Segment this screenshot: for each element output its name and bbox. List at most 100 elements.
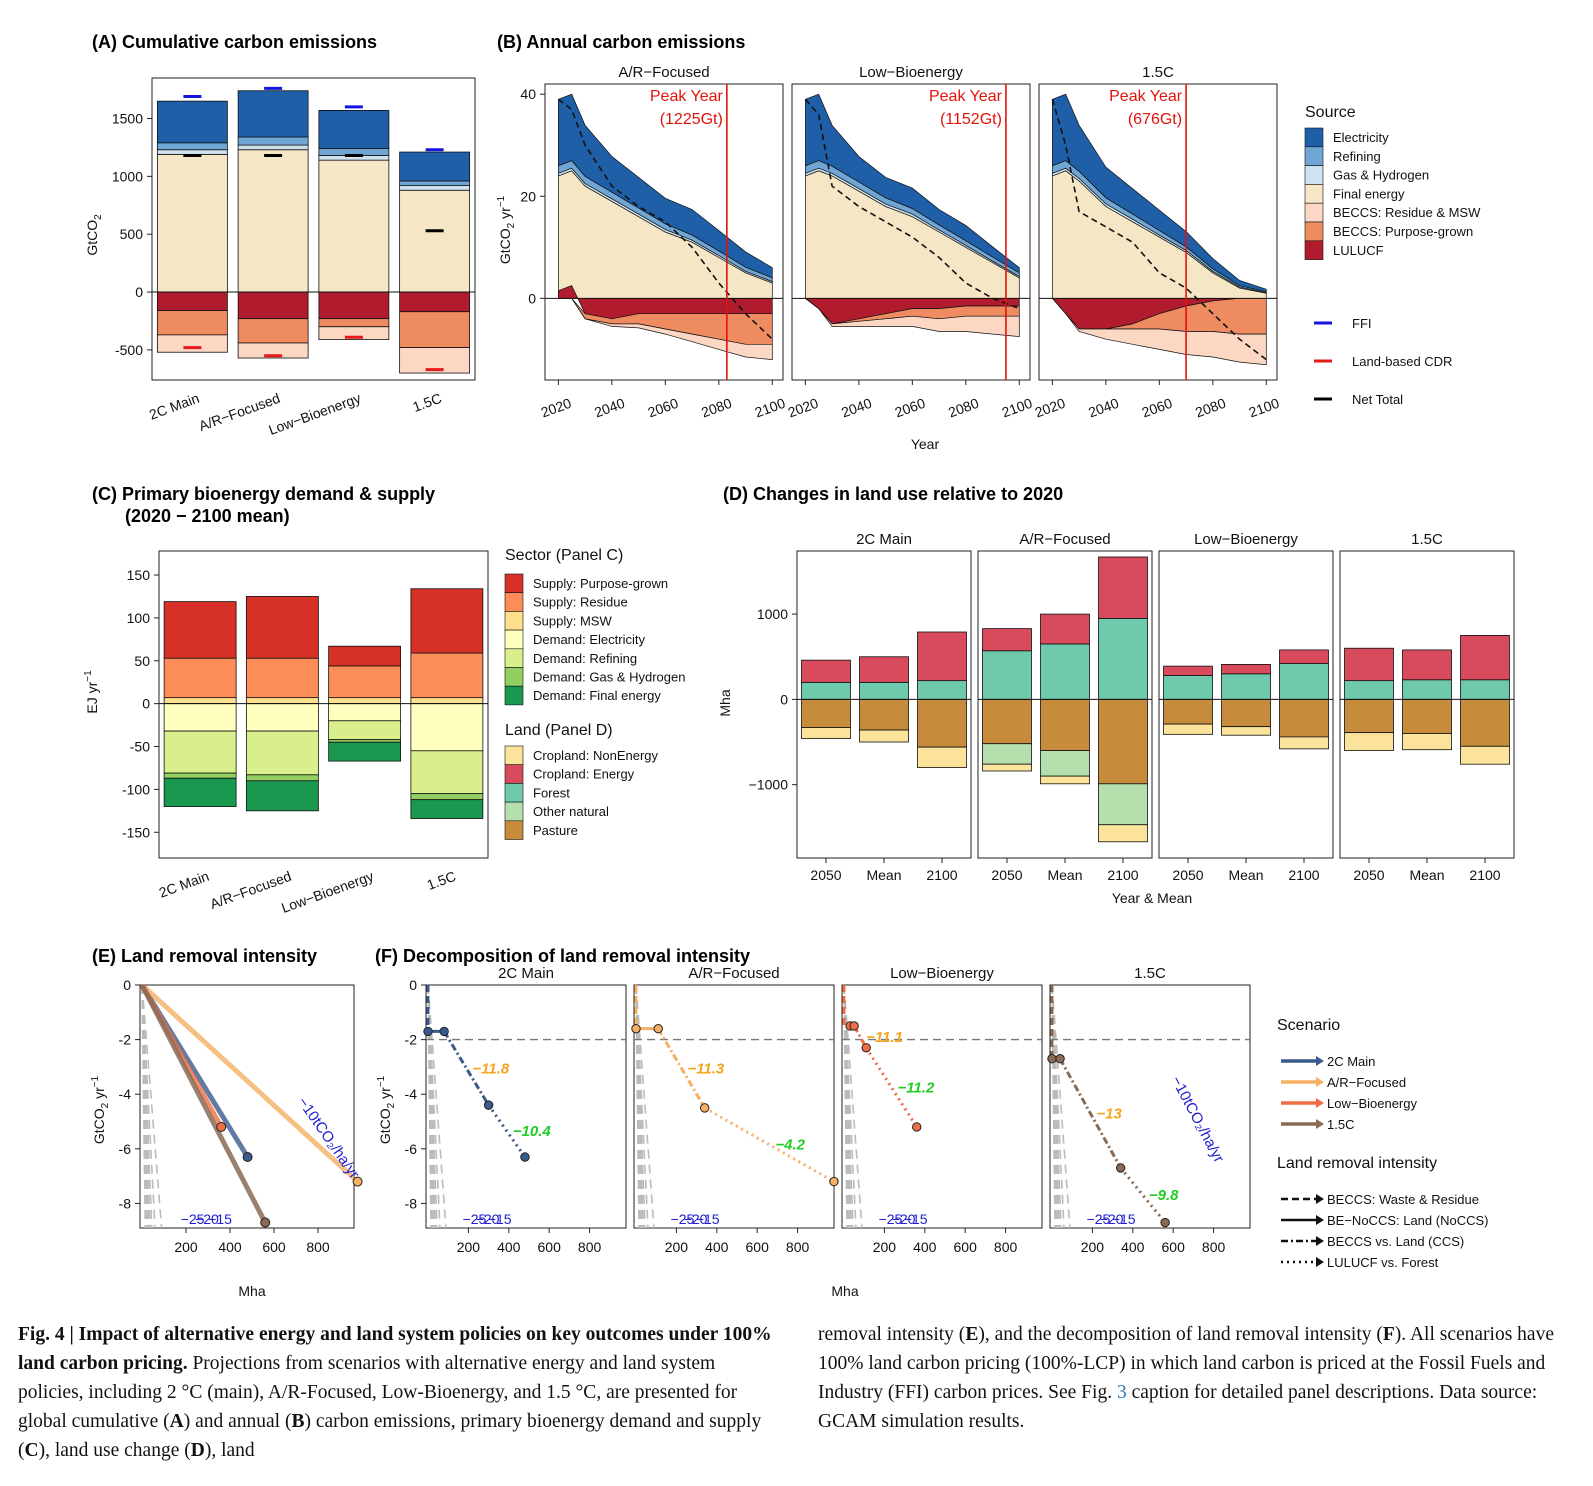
panel-b-xtick-label: 2040 [839, 395, 874, 421]
panel-a-bar-segment [399, 189, 471, 293]
legend-source-label: Electricity [1333, 130, 1389, 145]
panel-d-bar-segment [982, 698, 1032, 745]
panel-b-net-line [804, 98, 1020, 310]
panel-c-ytick-label: 150 [127, 567, 151, 583]
panel-d-xtick-label: 2050 [1353, 867, 1384, 883]
legend-source-label: Gas & Hydrogen [1333, 168, 1429, 183]
panel-d-bar-segment [1163, 665, 1213, 676]
panel-b-xtick-label: 2080 [946, 395, 981, 421]
panel-a-bar-segment [156, 149, 228, 155]
legend-intensity-label: BECCS: Waste & Residue [1327, 1192, 1479, 1207]
panel-f-label-a: −11.3 [687, 1060, 724, 1077]
legend-marker-label: Net Total [1352, 392, 1403, 407]
panel-c-bar-segment [163, 657, 237, 699]
panel-a-bar-segment [156, 334, 228, 353]
panel-f-slope-tag: −15 [904, 1211, 928, 1227]
panel-b-xtick-label: 2100 [1000, 395, 1035, 421]
panel-f-xtick-label: 400 [497, 1239, 521, 1255]
legend-sector-swatch [504, 685, 524, 706]
panel-f-reference-line [427, 985, 441, 1228]
panel-c-bar-segment [410, 588, 484, 654]
panel-f-reference-line [635, 985, 649, 1228]
legend-land-swatch [504, 764, 524, 784]
panel-d-bar-segment [1344, 680, 1394, 700]
panel-f-xlabel: Mha [831, 1283, 858, 1299]
panel-f-reference-line [843, 985, 848, 1228]
legend-sector-swatch [504, 573, 524, 594]
panel-d-xtick-label: 2100 [1107, 867, 1138, 883]
caption-figure-link[interactable]: 3 [1116, 1382, 1127, 1403]
panel-f-reference-line [635, 985, 640, 1228]
panel-e-xtick-label: 800 [306, 1239, 330, 1255]
panel-e-reference-line [141, 985, 153, 1228]
caption-ref-d: D [190, 1440, 205, 1461]
panel-b-xtick-label: 2080 [699, 395, 734, 421]
panel-f-point [439, 1026, 449, 1037]
panel-f-xtick-label: 600 [746, 1239, 770, 1255]
panel-b-xtick-label: 2060 [893, 395, 928, 421]
caption-column-1: Fig. 4 | Impact of alternative energy an… [18, 1320, 783, 1465]
panel-b-peak-value: (676Gt) [1128, 111, 1182, 128]
panel-d-bar-segment [1040, 613, 1090, 645]
panel-f-point [1115, 1163, 1126, 1173]
panel-d-xtick-label: 2050 [810, 867, 841, 883]
panel-e-ytick-label: -6 [119, 1141, 132, 1157]
panel-b-peak-value: (1225Gt) [660, 111, 723, 128]
panel-d-bar-segment [1460, 698, 1510, 747]
panel-e-xtick-label: 200 [174, 1239, 198, 1255]
panel-f-ytick-label: -4 [405, 1086, 418, 1102]
legend-sector-swatch [504, 648, 524, 668]
panel-a-ytick-label: 500 [120, 226, 144, 242]
caption-ref-f: F [1382, 1324, 1395, 1345]
panel-c-ytick-label: -150 [122, 824, 150, 840]
panel-d-bar-segment [859, 698, 909, 731]
legend-source-swatch [1304, 184, 1324, 204]
panel-c-bar-segment [328, 665, 402, 699]
panel-e-slope-tag: −15 [208, 1211, 232, 1227]
panel-f-xtick-label: 400 [705, 1239, 729, 1255]
panel-f-xtick-label: 600 [1162, 1239, 1186, 1255]
panel-b-ylabel: GtCO2 yr−1 [496, 195, 517, 264]
panel-f-xtick-label: 800 [578, 1239, 602, 1255]
panel-c-bar-segment [163, 697, 237, 705]
panel-c-bar-segment [410, 652, 484, 699]
legend-source-label: Refining [1333, 149, 1381, 164]
panel-f-reference-line [843, 985, 854, 1228]
panel-f-slope-tag: −25 [879, 1211, 903, 1227]
panel-b-xtick-label: 2020 [1033, 395, 1068, 421]
panel-c-bar-segment [328, 741, 402, 762]
caption-text: ), land use change ( [38, 1440, 191, 1461]
panel-f-reference-line [1051, 985, 1062, 1228]
panel-d-bar-segment [917, 746, 967, 769]
caption-fig-title: Fig. 4 | Impact of alternative energy an… [18, 1324, 772, 1374]
panel-c-subtitle: (2020 − 2100 mean) [125, 506, 290, 526]
panel-f-slope-tag: −15 [696, 1211, 720, 1227]
panel-f-ccs-segment [442, 1030, 490, 1106]
panel-b-facet-title: A/R−Focused [618, 64, 709, 81]
panel-b-ytick-label: 40 [520, 86, 536, 102]
panel-c-bar-segment [245, 703, 319, 732]
legend-scenario-arrow [1316, 1056, 1324, 1066]
legend-scenario-label: A/R−Focused [1327, 1075, 1406, 1090]
panel-d-bar-segment [1221, 664, 1271, 675]
panel-d-chart: 1000 0 −1000 2C Main 2050 Mean 2100 A/R−Focused… [749, 531, 1515, 883]
legend-land-label: Cropland: Energy [533, 767, 635, 782]
panel-f-plot-area [842, 985, 1042, 1228]
caption-text: ) carbon emissions, primary bioenergy de… [18, 1411, 762, 1461]
panel-d-bar-segment [859, 729, 909, 743]
panel-f-point [1160, 1217, 1170, 1228]
legend-scenario-arrow [1316, 1077, 1324, 1087]
panel-f-xtick-label: 600 [954, 1239, 978, 1255]
panel-f-reference-line [427, 985, 432, 1228]
panel-d-xtick-label: 2050 [1172, 867, 1203, 883]
panel-f-reference-line [635, 985, 655, 1228]
legend-scenario-label: 2C Main [1327, 1054, 1375, 1069]
legend-land-swatch [504, 783, 524, 803]
panel-f-xtick-label: 800 [994, 1239, 1018, 1255]
panel-d-bar-segment [1163, 723, 1213, 735]
panel-d-xtick-label: 2100 [1288, 867, 1319, 883]
panel-e-reference-line [141, 985, 150, 1228]
panel-c-bar-segment [245, 657, 319, 699]
panel-a-bar-segment [318, 109, 390, 149]
